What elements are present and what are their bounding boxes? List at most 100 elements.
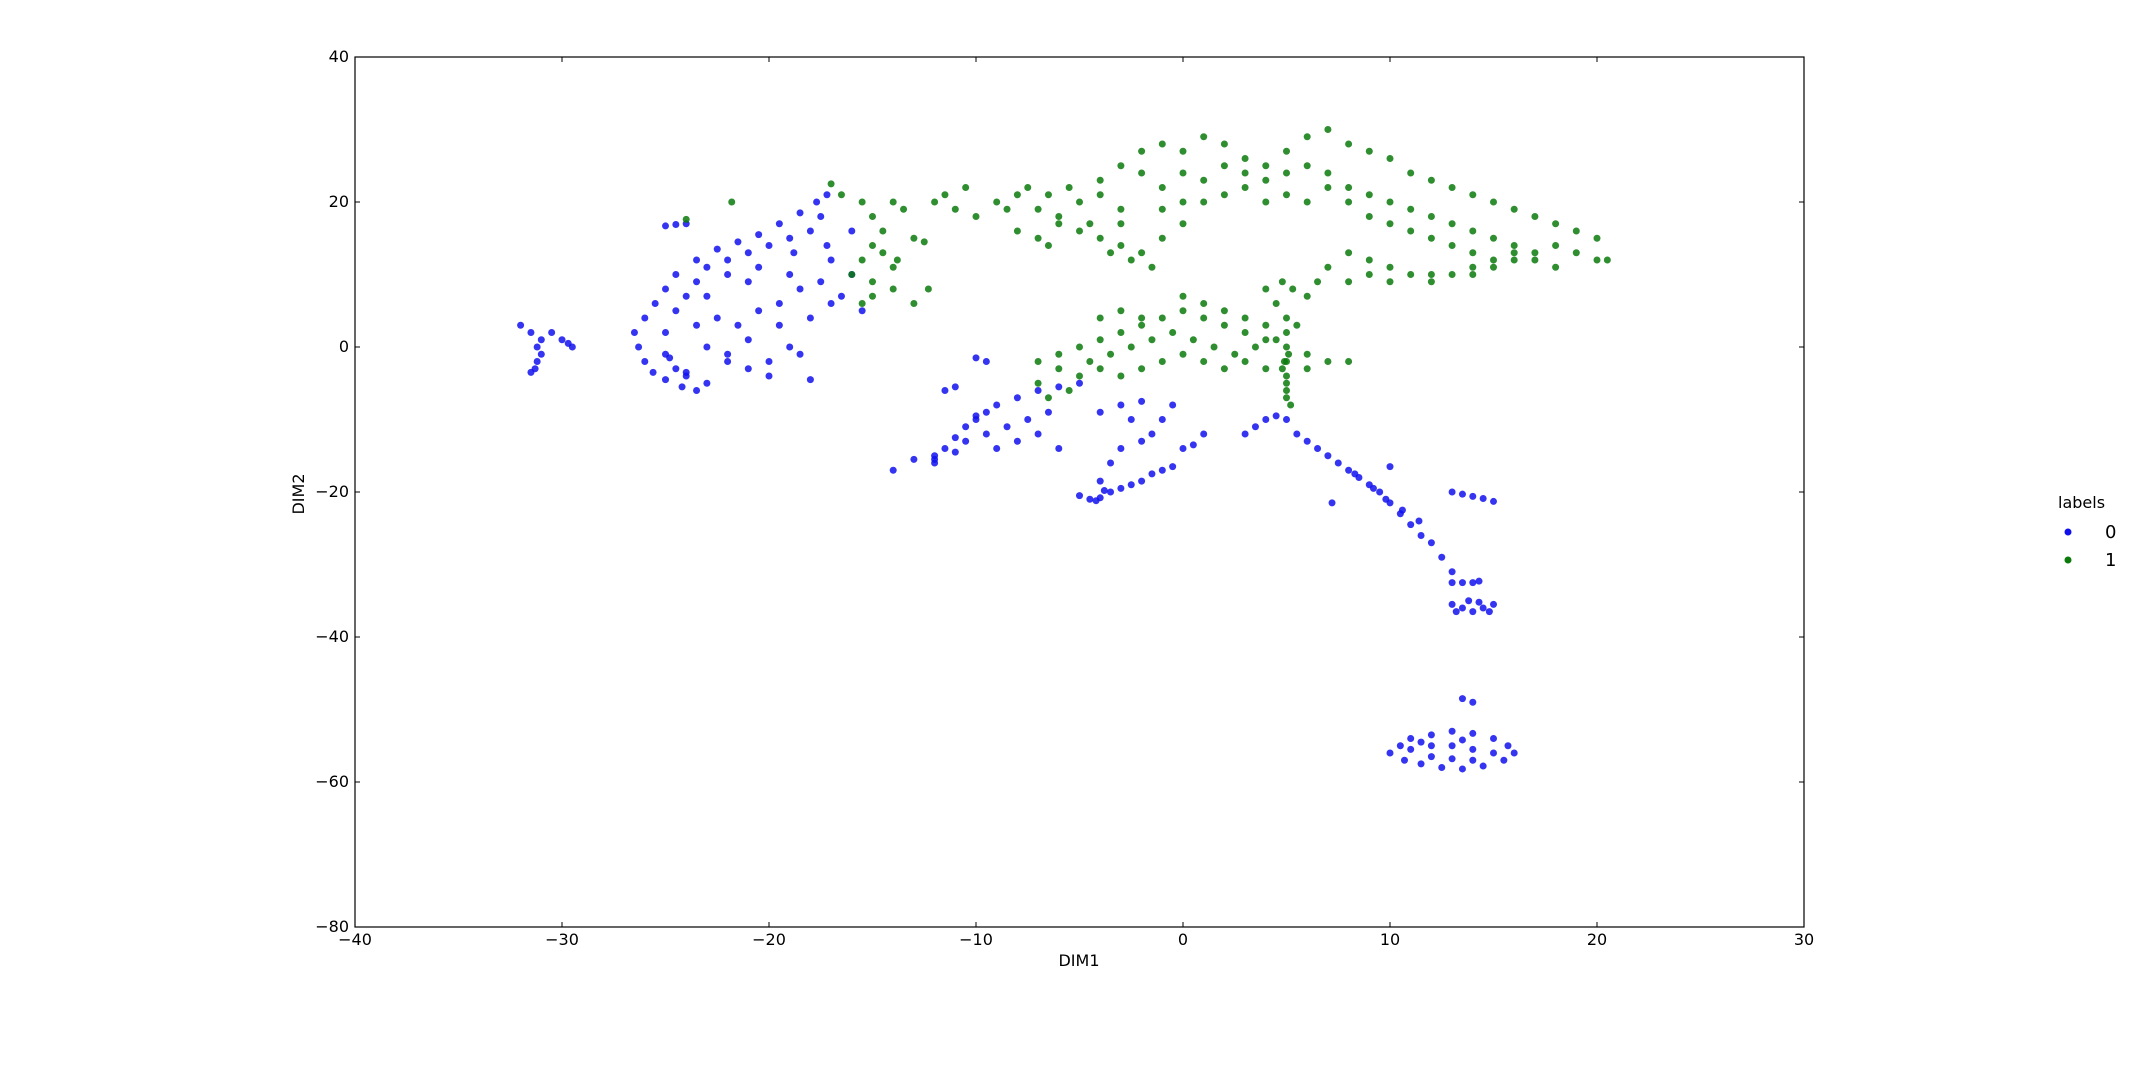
data-point-series-1 bbox=[1365, 147, 1373, 155]
data-point-series-0 bbox=[744, 336, 752, 344]
data-point-series-0 bbox=[744, 278, 752, 286]
data-point-series-1 bbox=[1448, 184, 1456, 191]
data-point-series-0 bbox=[1013, 437, 1021, 445]
data-point-series-0 bbox=[962, 423, 970, 431]
data-point-series-1 bbox=[869, 213, 876, 220]
data-point-series-1 bbox=[1324, 169, 1332, 177]
data-point-series-0 bbox=[1458, 604, 1466, 612]
y-tick-label: 40 bbox=[329, 47, 349, 66]
data-point-series-1 bbox=[1138, 169, 1146, 177]
data-point-series-0 bbox=[1469, 745, 1477, 753]
data-point-series-0 bbox=[672, 307, 680, 315]
y-tick-label: −80 bbox=[315, 917, 349, 936]
data-point-series-1 bbox=[1076, 372, 1083, 380]
data-point-series-0 bbox=[703, 343, 711, 351]
data-point-series-1 bbox=[1241, 358, 1249, 365]
y-tick-label: −20 bbox=[315, 482, 349, 501]
data-point-series-1 bbox=[1272, 336, 1280, 344]
data-point-series-1 bbox=[1117, 329, 1125, 336]
data-point-series-1 bbox=[1117, 220, 1125, 228]
data-point-series-0 bbox=[1469, 492, 1477, 500]
data-point-series-0 bbox=[1148, 470, 1156, 478]
data-point-series-1 bbox=[1314, 278, 1322, 286]
data-point-series-0 bbox=[982, 430, 990, 438]
data-point-series-1 bbox=[1179, 292, 1187, 300]
data-point-series-1 bbox=[1469, 263, 1477, 271]
data-point-series-1 bbox=[1552, 263, 1560, 271]
data-point-series-1 bbox=[1086, 220, 1094, 228]
x-axis-label: DIM1 bbox=[1058, 951, 1099, 970]
data-point-series-1 bbox=[1189, 336, 1197, 344]
data-point-series-1 bbox=[1593, 234, 1601, 242]
data-point-series-0 bbox=[1479, 604, 1487, 612]
data-point-series-1 bbox=[1262, 321, 1270, 329]
data-point-series-1 bbox=[1572, 249, 1580, 257]
data-point-series-0 bbox=[724, 256, 732, 264]
data-point-series-1 bbox=[1469, 227, 1477, 235]
data-point-series-0 bbox=[848, 227, 856, 235]
data-point-series-0 bbox=[1117, 401, 1125, 409]
data-point-series-1 bbox=[1086, 358, 1094, 365]
data-point-series-1 bbox=[1158, 314, 1166, 322]
legend-label-0: 0 bbox=[2105, 522, 2116, 543]
data-point-series-0 bbox=[1427, 731, 1435, 739]
data-point-series-0 bbox=[837, 292, 845, 300]
data-point-series-1 bbox=[1303, 365, 1311, 373]
x-tick-label: −10 bbox=[959, 930, 993, 949]
data-point-series-1 bbox=[1407, 227, 1415, 235]
data-point-series-0 bbox=[1127, 481, 1135, 489]
data-point-series-0 bbox=[682, 292, 690, 300]
data-point-series-0 bbox=[1169, 463, 1177, 471]
data-point-series-0 bbox=[1469, 608, 1477, 616]
data-point-series-1 bbox=[1179, 198, 1187, 206]
data-point-series-0 bbox=[1490, 735, 1497, 742]
data-point-series-0 bbox=[651, 300, 659, 307]
data-point-series-1 bbox=[1179, 169, 1187, 177]
data-point-series-0 bbox=[817, 278, 825, 286]
data-point-series-1 bbox=[1593, 256, 1601, 264]
data-point-series-0 bbox=[1510, 749, 1518, 757]
data-point-series-1 bbox=[1262, 336, 1270, 344]
data-point-series-1 bbox=[682, 215, 690, 223]
data-point-series-1 bbox=[1096, 176, 1104, 184]
data-point-series-0 bbox=[1241, 430, 1249, 438]
data-point-series-0 bbox=[775, 220, 783, 228]
data-point-series-1 bbox=[1324, 126, 1332, 133]
data-point-series-0 bbox=[1485, 608, 1493, 616]
legend-marker-0 bbox=[2064, 528, 2072, 536]
data-point-series-0 bbox=[1417, 760, 1425, 768]
legend: labels 0 1 bbox=[2058, 493, 2116, 571]
data-point-series-1 bbox=[869, 292, 876, 300]
data-point-series-0 bbox=[693, 256, 701, 264]
data-point-series-1 bbox=[1386, 220, 1394, 228]
data-point-series-0 bbox=[662, 285, 669, 293]
data-point-series-0 bbox=[568, 343, 576, 351]
data-point-series-1 bbox=[1158, 184, 1166, 191]
data-point-series-0 bbox=[1386, 749, 1394, 757]
data-point-series-1 bbox=[1407, 271, 1415, 278]
data-point-series-1 bbox=[1448, 271, 1456, 278]
data-point-series-1 bbox=[1345, 249, 1353, 257]
data-point-series-1 bbox=[1220, 162, 1228, 170]
data-point-series-0 bbox=[1138, 397, 1146, 405]
data-point-series-0 bbox=[1382, 495, 1390, 503]
data-point-series-0 bbox=[678, 383, 686, 391]
data-point-series-0 bbox=[827, 300, 835, 307]
data-point-series-0 bbox=[755, 231, 763, 239]
data-point-series-0 bbox=[1490, 749, 1497, 757]
data-point-series-0 bbox=[1452, 608, 1460, 616]
data-point-series-0 bbox=[1251, 423, 1259, 431]
data-point-series-1 bbox=[1200, 198, 1208, 206]
data-point-series-1 bbox=[1386, 278, 1394, 286]
data-point-series-1 bbox=[1407, 169, 1415, 177]
data-point-series-1 bbox=[1138, 249, 1146, 257]
data-point-series-0 bbox=[558, 336, 566, 344]
data-point-series-1 bbox=[1427, 213, 1435, 220]
data-point-series-1 bbox=[1345, 358, 1353, 365]
data-point-series-1 bbox=[1278, 365, 1286, 373]
data-point-series-1 bbox=[1065, 184, 1073, 191]
data-point-series-1 bbox=[1490, 256, 1497, 264]
data-point-series-0 bbox=[1398, 506, 1406, 514]
data-point-series-0 bbox=[786, 271, 794, 278]
